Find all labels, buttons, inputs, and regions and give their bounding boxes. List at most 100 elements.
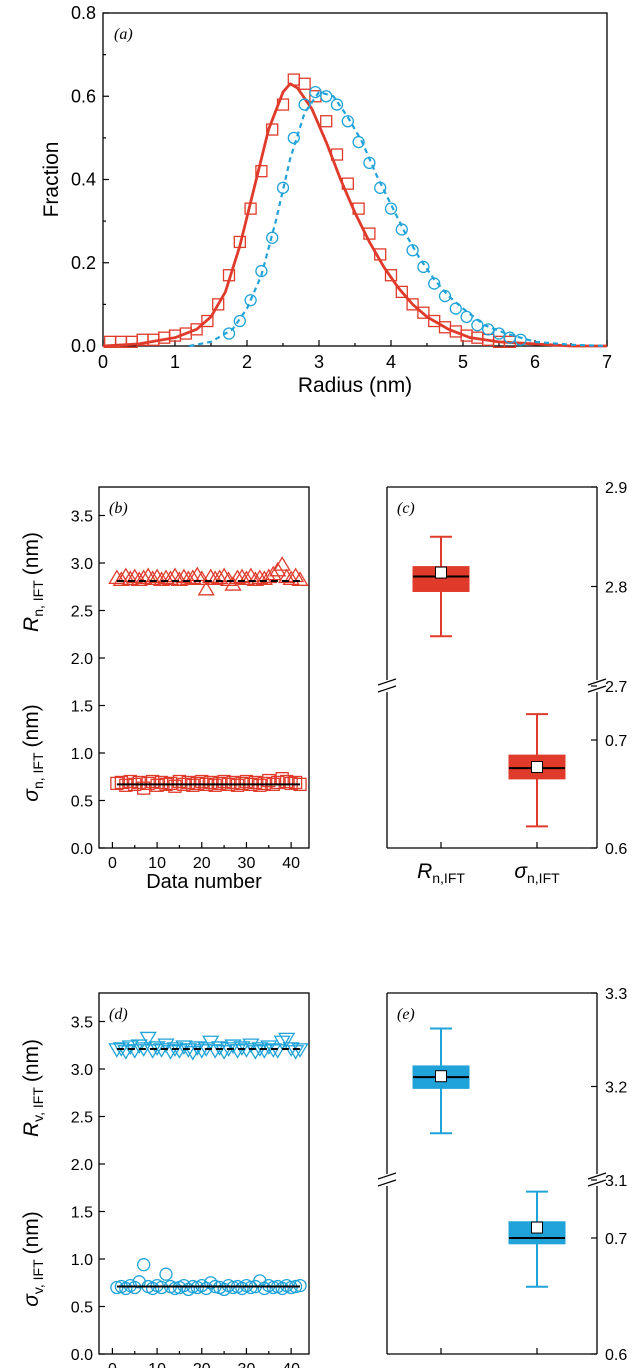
data-point-b-1-10	[154, 775, 169, 790]
y-tick-label-b: 3.0	[71, 556, 93, 573]
y-tick-label-c: 0.6	[605, 841, 627, 858]
data-point-b-1-16	[181, 775, 196, 790]
y-tick-label-a: 0.2	[71, 253, 96, 273]
y-axis-label-bottom-d-unit: (nm)	[20, 1211, 43, 1254]
data-point-a-1-17	[406, 244, 419, 257]
y-tick-label-d: 3.5	[71, 1015, 93, 1032]
x-tick-label-c: Rn,IFT	[417, 860, 465, 886]
y-axis-label-top-d-unit: (nm)	[20, 1039, 43, 1082]
data-point-b-1-24	[217, 774, 231, 789]
y-axis-label-top-d-sub: v, IFT	[30, 1087, 46, 1122]
y-axis-label-bottom-d-text: σv, IFT (nm)	[20, 1211, 46, 1307]
y-axis-label-a: Fraction	[40, 142, 63, 218]
x-tick-label-a: 4	[386, 352, 396, 372]
data-point-a-1-9	[320, 90, 333, 103]
y-tick-label-d: 2.5	[71, 1110, 93, 1127]
data-point-a-0-10	[212, 298, 225, 311]
data-point-b-0-23	[211, 569, 229, 585]
y-tick-label-e: 0.7	[605, 1231, 627, 1248]
y-axis-label-bottom-d: σv, IFT (nm)	[20, 1211, 46, 1307]
data-point-b-0-16	[179, 570, 197, 585]
y-tick-label-b: 1.0	[71, 746, 93, 763]
data-point-a-0-9	[201, 314, 214, 328]
data-point-b-0-27	[228, 569, 247, 585]
data-point-b-1-14	[172, 774, 187, 789]
data-point-b-1-40	[288, 775, 303, 790]
x-tick-label-main-c: R	[417, 860, 432, 883]
y-tick-label-c: 2.7	[605, 679, 627, 696]
x-tick-label-d: 0	[108, 1361, 117, 1368]
y-axis-label-bottom-b-text: σn, IFT (nm)	[20, 704, 46, 801]
y-tick-label-b: 3.5	[71, 509, 93, 526]
x-axis-label-b: Data number	[146, 871, 262, 893]
x-tick-label-e: Rv,IFT	[418, 1366, 464, 1368]
data-point-b-1-1	[114, 775, 128, 790]
y-axis-label-top-d: Rv, IFT (nm)	[20, 1039, 46, 1137]
data-point-a-1-11	[341, 115, 354, 128]
data-point-b-0-38	[278, 568, 296, 584]
data-point-b-0-37	[273, 556, 291, 571]
y-axis-label-top-b: Rn, IFT (nm)	[20, 532, 46, 632]
data-point-a-1-4	[266, 231, 279, 244]
data-point-b-0-2	[117, 567, 135, 583]
data-point-a-0-27	[395, 285, 408, 299]
y-axis-label-top-b-main: R	[20, 617, 43, 632]
data-point-a-1-15	[384, 202, 398, 215]
fit-line-a-1	[189, 90, 608, 348]
data-point-d-0-24	[215, 1045, 233, 1060]
data-point-b-0-24	[215, 567, 233, 583]
data-point-b-1-34	[262, 773, 276, 788]
y-tick-label-d: 2.0	[71, 1157, 93, 1174]
data-point-a-1-2	[244, 294, 257, 307]
y-tick-label-e: 3.2	[605, 1080, 627, 1097]
x-tick-label-a: 6	[530, 352, 540, 372]
data-point-b-1-13	[168, 779, 182, 793]
x-tick-label-d: 40	[282, 1361, 300, 1368]
data-point-d-1-13	[168, 1281, 182, 1296]
data-point-d-1-24	[217, 1282, 231, 1297]
x-tick-label-a: 5	[458, 352, 468, 372]
data-point-b-0-21	[202, 568, 220, 584]
data-point-d-0-5	[130, 1039, 148, 1055]
data-point-b-1-8	[145, 774, 160, 789]
data-point-a-1-3	[255, 264, 268, 278]
y-axis-label-bottom-d-sub: v, IFT	[30, 1259, 46, 1294]
data-point-b-0-28	[233, 568, 251, 584]
data-point-d-0-22	[206, 1044, 224, 1059]
x-tick-label-d: 30	[238, 1361, 256, 1368]
y-axis-label-top-b-text: Rn, IFT (nm)	[20, 532, 46, 632]
y-tick-label-e: 0.6	[605, 1347, 627, 1364]
data-point-d-0-7	[139, 1031, 157, 1047]
data-point-b-0-8	[144, 570, 162, 585]
y-axis-label-bottom-b-main: σ	[20, 788, 43, 802]
data-point-a-1-18	[417, 260, 430, 274]
data-point-b-0-15	[175, 568, 193, 584]
x-tick-label-b: 40	[282, 855, 300, 872]
axis-break-mark-c	[377, 678, 397, 686]
box-mean-c	[435, 566, 447, 579]
axis-break-mark-e	[377, 1179, 397, 1187]
y-tick-label-b: 0.5	[71, 794, 93, 811]
data-point-b-1-36	[271, 775, 285, 790]
data-point-a-1-7	[298, 98, 311, 111]
x-tick-label-a: 2	[242, 352, 252, 372]
data-point-a-1-10	[330, 98, 344, 111]
data-point-d-0-27	[228, 1044, 247, 1059]
data-point-a-1-27	[514, 333, 527, 346]
x-tick-label-c: σn,IFT	[514, 860, 560, 886]
x-tick-label-d: 10	[148, 1361, 166, 1368]
y-tick-label-b: 0.0	[71, 841, 93, 858]
data-point-b-0-6	[135, 569, 153, 585]
data-point-a-0-28	[406, 298, 419, 311]
data-point-b-0-35	[264, 565, 282, 581]
data-point-d-0-8	[144, 1044, 162, 1059]
data-point-a-0-20	[320, 115, 333, 128]
data-point-d-0-34	[260, 1040, 278, 1055]
y-tick-label-a: 0.6	[71, 86, 96, 106]
data-point-d-0-14	[170, 1044, 189, 1059]
data-point-b-0-31	[246, 571, 264, 586]
y-tick-label-c: 2.9	[605, 480, 627, 497]
data-point-d-0-12	[161, 1045, 180, 1060]
x-tick-label-main-c: σ	[514, 860, 528, 883]
